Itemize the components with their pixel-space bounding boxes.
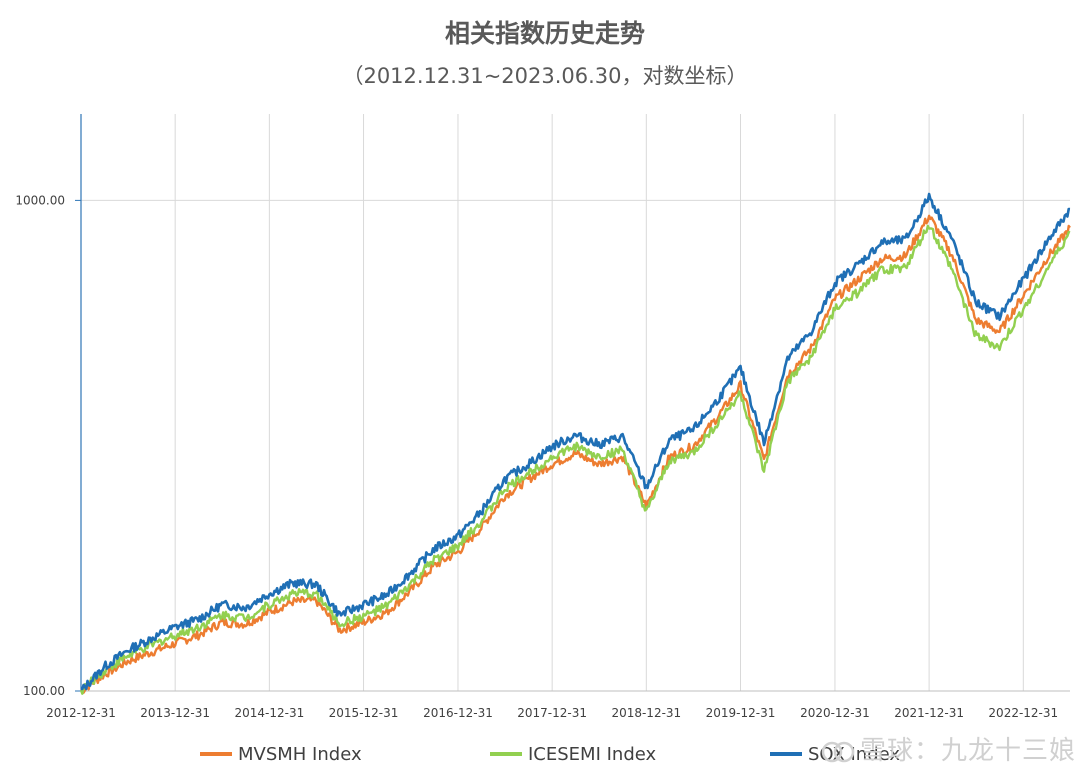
legend-item-mvsmh: MVSMH Index — [200, 742, 362, 766]
chart-title: 相关指数历史走势 — [444, 19, 645, 48]
legend-label-mvsmh: MVSMH Index — [238, 743, 362, 765]
y-tick-label: 1000.00 — [15, 193, 65, 207]
x-tick-label: 2017-12-31 — [517, 706, 587, 720]
x-tick-label: 2018-12-31 — [611, 706, 681, 720]
tick-labels: 2012-12-31 2013-12-31 2014-12-31 2015-12-31… — [15, 193, 1058, 720]
legend-swatch-mvsmh — [200, 752, 232, 756]
x-tick-label: 2021-12-31 — [894, 706, 964, 720]
x-tick-label: 2016-12-31 — [423, 706, 493, 720]
x-tick-label: 2013-12-31 — [140, 706, 210, 720]
x-tick-label: 2022-12-31 — [988, 706, 1058, 720]
y-tick-label: 100.00 — [23, 684, 65, 698]
grid — [81, 114, 1070, 692]
series-group — [79, 192, 1071, 695]
legend-label-icesemi: ICESEMI Index — [528, 743, 657, 765]
watermark-text: 雪球：九龙十三娘 — [859, 736, 1076, 766]
series-line-mvsmh — [80, 214, 1071, 694]
chart-subtitle: （2012.12.31~2023.06.30，对数坐标） — [342, 64, 748, 88]
x-tick-label: 2019-12-31 — [706, 706, 776, 720]
legend-item-icesemi: ICESEMI Index — [490, 742, 656, 766]
axes — [75, 114, 1070, 692]
x-tick-label: 2012-12-31 — [46, 706, 116, 720]
watermark: 雪球：九龙十三娘 — [820, 730, 1076, 767]
legend-swatch-icesemi — [490, 752, 522, 756]
snowball-logo-icon — [821, 741, 855, 762]
x-tick-label: 2020-12-31 — [800, 706, 870, 720]
legend-swatch-sox — [770, 752, 802, 756]
x-tick-label: 2014-12-31 — [234, 706, 304, 720]
series-line-icesemi — [79, 224, 1071, 695]
x-tick-label: 2015-12-31 — [329, 706, 399, 720]
series-line-sox — [81, 192, 1071, 691]
